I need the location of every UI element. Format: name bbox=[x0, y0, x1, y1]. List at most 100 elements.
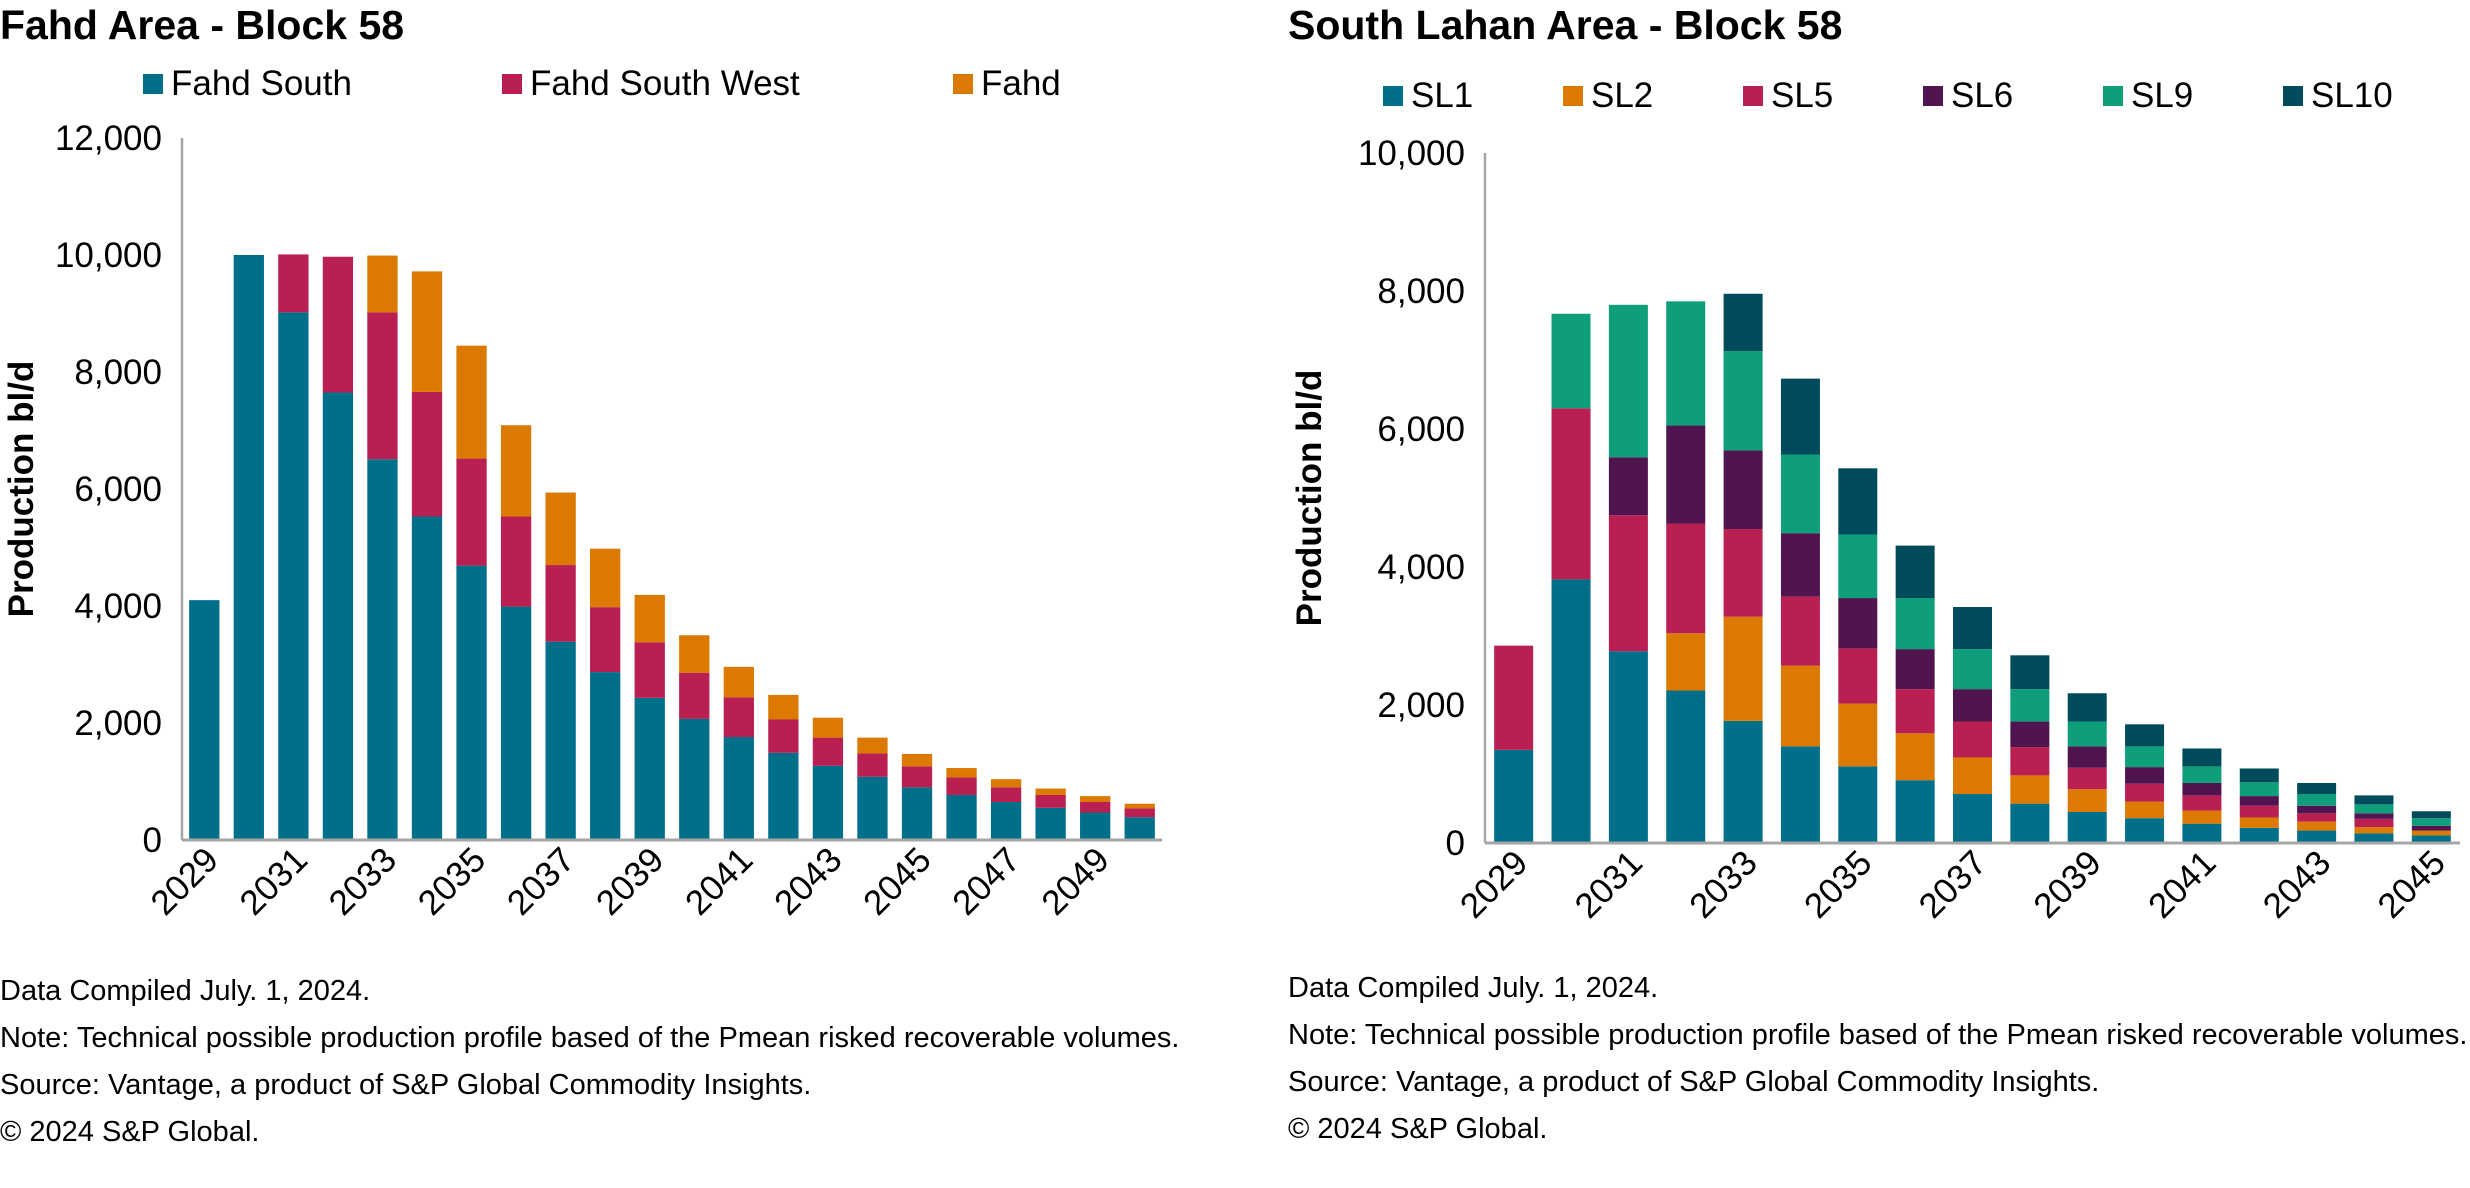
bar-sl2-2045 bbox=[2411, 830, 2451, 836]
y-tick-label: 2,000 bbox=[1377, 686, 1465, 725]
legend-label: Fahd bbox=[981, 64, 1061, 103]
legend-item-sl6: SL6 bbox=[1923, 76, 2013, 116]
legend-label: SL1 bbox=[1411, 76, 1474, 115]
bar-sl6-2034 bbox=[1780, 533, 1820, 597]
bar-sl9-2034 bbox=[1780, 454, 1820, 534]
bar-stack-2043 bbox=[2297, 782, 2337, 843]
bar-fahd-south-west-2048 bbox=[1035, 794, 1066, 808]
bar-sl1-2029 bbox=[1494, 749, 1534, 843]
chart-legend: Fahd South Fahd South West Fahd bbox=[0, 64, 1230, 104]
bar-sl5-2030 bbox=[1551, 408, 1591, 580]
bar-fahd-south-2035 bbox=[456, 565, 487, 840]
legend-label: SL5 bbox=[1771, 76, 1834, 115]
bar-sl5-2034 bbox=[1780, 596, 1820, 666]
bar-sl5-2033 bbox=[1723, 529, 1763, 617]
legend-item-sl1: SL1 bbox=[1383, 76, 1473, 116]
chart-notes: Data Compiled July. 1, 2024. Note: Techn… bbox=[1288, 970, 2470, 1158]
bar-fahd-south-west-2033 bbox=[367, 312, 398, 460]
bar-stack-2045 bbox=[901, 754, 933, 840]
x-tick-label: 2035 bbox=[1797, 843, 1880, 926]
bar-sl1-2034 bbox=[1780, 746, 1820, 843]
bar-sl1-2043 bbox=[2297, 830, 2337, 843]
bar-sl9-2039 bbox=[2067, 721, 2107, 747]
bar-stack-2041 bbox=[2182, 748, 2222, 843]
bar-sl2-2040 bbox=[2125, 801, 2165, 819]
bar-sl1-2037 bbox=[1953, 794, 1992, 843]
bar-sl10-2034 bbox=[1780, 378, 1820, 455]
bar-fahd-south-2045 bbox=[901, 787, 933, 840]
bar-stack-2033 bbox=[367, 255, 398, 840]
bar-fahd-2037 bbox=[545, 492, 576, 566]
legend-swatch bbox=[502, 74, 522, 94]
x-tick-label: 2029 bbox=[1453, 843, 1536, 926]
bar-sl1-2030 bbox=[1551, 579, 1591, 843]
bar-sl6-2042 bbox=[2239, 796, 2279, 806]
x-tick-label: 2041 bbox=[2141, 843, 2224, 926]
bar-fahd-south-2033 bbox=[367, 459, 398, 840]
bar-sl9-2042 bbox=[2239, 782, 2279, 797]
bar-sl2-2042 bbox=[2239, 817, 2279, 828]
bar-fahd-2048 bbox=[1035, 788, 1066, 795]
bar-fahd-2050 bbox=[1124, 803, 1155, 809]
bar-fahd-south-2041 bbox=[723, 737, 754, 840]
y-axis-title: Production bl/d bbox=[1290, 370, 1329, 627]
bar-sl2-2043 bbox=[2297, 821, 2337, 831]
bar-fahd-south-west-2049 bbox=[1080, 801, 1111, 813]
legend-label: Fahd South West bbox=[530, 64, 800, 103]
y-tick-label: 10,000 bbox=[1358, 134, 1465, 173]
bar-sl2-2044 bbox=[2354, 827, 2394, 834]
bar-fahd-south-2050 bbox=[1124, 817, 1155, 840]
bar-sl6-2040 bbox=[2125, 767, 2165, 784]
bar-sl5-2044 bbox=[2354, 818, 2394, 828]
x-tick-label: 2039 bbox=[2026, 843, 2109, 926]
bar-sl10-2037 bbox=[1953, 607, 1992, 650]
bar-sl2-2036 bbox=[1895, 733, 1935, 781]
bar-stack-2030 bbox=[233, 255, 264, 840]
chart-title: Fahd Area - Block 58 bbox=[0, 2, 405, 48]
bar-stack-2029 bbox=[1494, 645, 1534, 843]
bar-sl2-2032 bbox=[1666, 633, 1706, 691]
bar-stack-2034 bbox=[1780, 378, 1820, 843]
bar-sl5-2037 bbox=[1953, 721, 1992, 758]
bar-sl1-2041 bbox=[2182, 823, 2222, 843]
bar-sl10-2035 bbox=[1838, 468, 1878, 535]
bar-stack-2029 bbox=[189, 600, 220, 840]
y-tick-label: 2,000 bbox=[74, 704, 162, 743]
bar-stack-2040 bbox=[679, 635, 710, 840]
bar-sl6-2035 bbox=[1838, 598, 1878, 649]
data-compiled-note: Data Compiled July. 1, 2024. bbox=[1288, 972, 1659, 1004]
bar-stack-2032 bbox=[1666, 301, 1706, 843]
south-lahan-stacked-bar-chart: 0 2,000 4,000 6,000 8,000 10,000 Production bl… bbox=[1290, 134, 2460, 926]
x-tick-label: 2031 bbox=[232, 840, 315, 923]
legend-label: SL9 bbox=[2131, 76, 2194, 115]
bar-sl6-2031 bbox=[1608, 457, 1648, 516]
bar-sl9-2032 bbox=[1666, 301, 1706, 426]
bar-fahd-south-2043 bbox=[812, 765, 844, 840]
bar-fahd-south-2030 bbox=[233, 255, 264, 840]
bar-fahd-south-2038 bbox=[590, 672, 621, 840]
bar-sl10-2042 bbox=[2239, 768, 2279, 783]
bar-sl10-2043 bbox=[2297, 782, 2337, 795]
bar-sl5-2042 bbox=[2239, 805, 2279, 818]
south-lahan-chart-panel: South Lahan Area - Block 58 SL1 SL2 SL5 … bbox=[1288, 0, 2470, 1188]
x-tick-label: 2045 bbox=[856, 840, 939, 923]
bar-sl9-2036 bbox=[1895, 598, 1935, 650]
bar-stack-2039 bbox=[2067, 693, 2107, 843]
legend-swatch bbox=[1383, 86, 1403, 106]
legend-swatch bbox=[1923, 86, 1943, 106]
bar-sl6-2033 bbox=[1723, 450, 1763, 530]
y-tick-label: 0 bbox=[143, 821, 162, 860]
bar-fahd-south-west-2036 bbox=[500, 516, 532, 607]
bar-sl5-2041 bbox=[2182, 795, 2222, 811]
bar-sl6-2041 bbox=[2182, 782, 2222, 796]
bar-sl1-2045 bbox=[2411, 835, 2451, 843]
source-note: Source: Vantage, a product of S&P Global… bbox=[1288, 1066, 2100, 1098]
copyright-note: © 2024 S&P Global. bbox=[1288, 1113, 1548, 1145]
bar-sl1-2042 bbox=[2239, 827, 2279, 843]
bar-sl10-2040 bbox=[2125, 724, 2165, 747]
legend-item-fahd: Fahd bbox=[953, 64, 1061, 104]
bar-sl9-2035 bbox=[1838, 534, 1878, 599]
bar-fahd-south-2032 bbox=[322, 392, 354, 840]
bar-stack-2039 bbox=[634, 594, 665, 840]
bar-stack-2049 bbox=[1080, 796, 1111, 840]
